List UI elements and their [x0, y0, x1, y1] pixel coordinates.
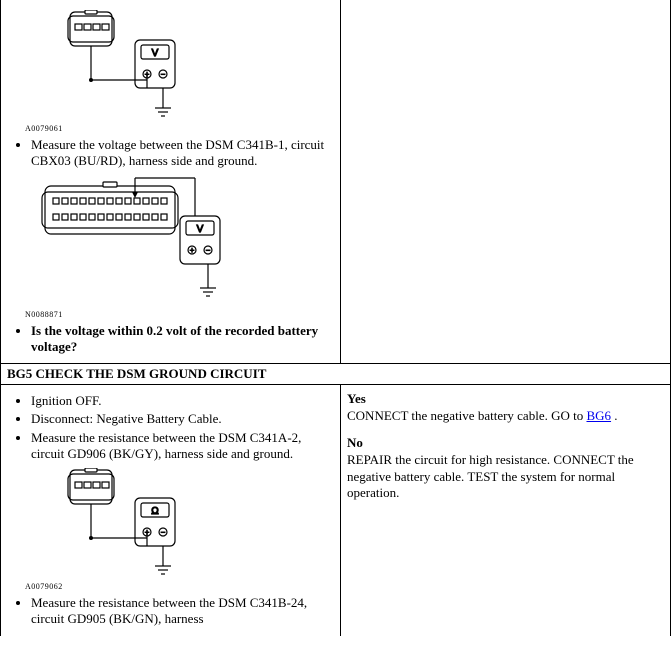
figure-voltage-small-connector: V + −: [25, 10, 334, 124]
row-prev-continued: V + − A0079061: [1, 0, 671, 364]
svg-text:−: −: [206, 246, 211, 255]
figure-id-2: N0088871: [25, 310, 334, 319]
cell-prev-right: [341, 0, 671, 364]
diagnostic-table: V + − A0079061: [0, 0, 671, 636]
bg5-step-measure-a2: Measure the resistance between the DSM C…: [31, 430, 334, 463]
figure-resistance-connector: Ω + −: [25, 468, 334, 582]
bg6-link[interactable]: BG6: [586, 408, 611, 423]
figure-id-1: A0079061: [25, 124, 334, 133]
figure-voltage-wide-connector: V + −: [25, 176, 334, 310]
bg5-header: BG5 CHECK THE DSM GROUND CIRCUIT: [1, 364, 671, 385]
meter-unit: Ω: [151, 506, 159, 517]
cell-bg5-left: Ignition OFF. Disconnect: Negative Batte…: [1, 385, 341, 636]
bg5-yes-text-b: .: [611, 408, 618, 423]
svg-text:−: −: [161, 528, 166, 537]
bg5-no-block: No REPAIR the circuit for high resistanc…: [347, 435, 664, 503]
step-question-voltage: Is the voltage within 0.2 volt of the re…: [31, 323, 334, 356]
bg5-yes-block: Yes CONNECT the negative battery cable. …: [347, 391, 664, 425]
svg-text:−: −: [161, 70, 166, 79]
bg5-steps-b: Measure the resistance between the DSM C…: [7, 595, 334, 628]
bg5-no-text: REPAIR the circuit for high resistance. …: [347, 452, 634, 501]
bg5-no-label: No: [347, 435, 363, 450]
row-bg5-body: Ignition OFF. Disconnect: Negative Batte…: [1, 385, 671, 636]
row-bg5-header: BG5 CHECK THE DSM GROUND CIRCUIT: [1, 364, 671, 385]
bg5-step-measure-b24: Measure the resistance between the DSM C…: [31, 595, 334, 628]
steps-list-prev-a: Measure the voltage between the DSM C341…: [7, 137, 334, 170]
cell-bg5-right: Yes CONNECT the negative battery cable. …: [341, 385, 671, 636]
bg5-step-disconnect: Disconnect: Negative Battery Cable.: [31, 411, 334, 427]
step-measure-voltage: Measure the voltage between the DSM C341…: [31, 137, 334, 170]
meter-unit: V: [197, 224, 204, 235]
svg-text:+: +: [190, 246, 195, 255]
cell-prev-left: V + − A0079061: [1, 0, 341, 364]
steps-list-prev-b: Is the voltage within 0.2 volt of the re…: [7, 323, 334, 356]
bg5-yes-text-a: CONNECT the negative battery cable. GO t…: [347, 408, 586, 423]
figure-id-bg5: A0079062: [25, 582, 334, 591]
bg5-steps-a: Ignition OFF. Disconnect: Negative Batte…: [7, 393, 334, 462]
bg5-yes-label: Yes: [347, 391, 366, 406]
meter-unit: V: [152, 48, 159, 59]
bg5-step-ignition-off: Ignition OFF.: [31, 393, 334, 409]
